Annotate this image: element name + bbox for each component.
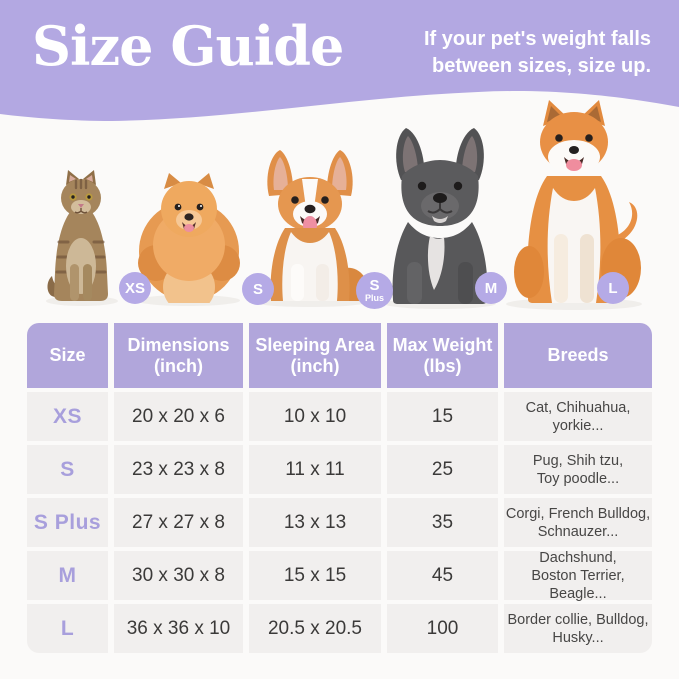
- table-row-s-plus-dimensions: 27 x 27 x 8: [114, 498, 243, 547]
- table-row-s-max-weight: 25: [387, 445, 498, 494]
- badge-s-label: S: [252, 280, 263, 298]
- table-row-xs-breeds: Cat, Chihuahua, yorkie...: [504, 392, 652, 441]
- table-row-l-size: L: [27, 604, 108, 653]
- table-row-s-dimensions: 23 x 23 x 8: [114, 445, 243, 494]
- table-row-xs-max-weight: 15: [387, 392, 498, 441]
- table-row-m-dimensions: 30 x 30 x 8: [114, 551, 243, 600]
- table-row-s-breeds: Pug, Shih tzu, Toy poodle...: [504, 445, 652, 494]
- badge-l-label: L: [608, 279, 618, 297]
- table-row-xs-dimensions: 20 x 20 x 6: [114, 392, 243, 441]
- cat-image: [47, 170, 108, 301]
- french-bulldog-image: [392, 128, 488, 304]
- badge-m: M: [475, 272, 507, 304]
- table-row-s-plus-max-weight: 35: [387, 498, 498, 547]
- table-row-m-sleeping-area: 15 x 15: [249, 551, 381, 600]
- size-table: Size Dimensions (inch) Sleeping Area (in…: [27, 323, 652, 653]
- corgi-shadow: [250, 296, 370, 307]
- table-row-s-size: S: [27, 445, 108, 494]
- badge-s-plus-sublabel: Plus: [364, 293, 384, 303]
- sizing-note-line1: If your pet's weight falls: [423, 28, 651, 50]
- badge-s-plus-label: S: [369, 277, 380, 294]
- badge-xs: XS: [119, 272, 151, 304]
- sizing-note: If your pet's weight falls between sizes…: [424, 26, 651, 80]
- badge-s-plus: S Plus: [356, 272, 393, 309]
- column-header-size: Size: [27, 323, 108, 388]
- column-header-sleeping-area: Sleeping Area (inch): [249, 323, 381, 388]
- table-row-m-size: M: [27, 551, 108, 600]
- column-header-breeds: Breeds: [504, 323, 652, 388]
- corgi-image: [267, 150, 369, 301]
- table-row-xs-size: XS: [27, 392, 108, 441]
- table-row-s-plus-breeds: Corgi, French Bulldog, Schnauzer...: [504, 498, 652, 547]
- column-header-dimensions: Dimensions (inch): [114, 323, 243, 388]
- table-row-l-breeds: Border collie, Bulldog, Husky...: [504, 604, 652, 653]
- table-row-m-max-weight: 45: [387, 551, 498, 600]
- badge-xs-label: XS: [124, 279, 145, 297]
- table-row-xs-sleeping-area: 10 x 10: [249, 392, 381, 441]
- page-title: Size Guide: [32, 14, 344, 78]
- table-row-s-plus-sleeping-area: 13 x 13: [249, 498, 381, 547]
- table-row-s-plus-size: S Plus: [27, 498, 108, 547]
- badge-m-label: M: [484, 279, 498, 297]
- header-wave-background: [0, 0, 679, 121]
- shiba-inu-image: [514, 100, 641, 303]
- table-row-l-dimensions: 36 x 36 x 10: [114, 604, 243, 653]
- table-row-s-sleeping-area: 11 x 11: [249, 445, 381, 494]
- table-row-l-max-weight: 100: [387, 604, 498, 653]
- badge-s: S: [242, 273, 274, 305]
- table-row-m-breeds: Dachshund, Boston Terrier, Beagle...: [504, 550, 652, 602]
- pomeranian-image: [138, 173, 240, 303]
- column-header-max-weight: Max Weight (lbs): [387, 323, 498, 388]
- sizing-note-line2: between sizes, size up.: [432, 55, 651, 77]
- table-row-l-sleeping-area: 20.5 x 20.5: [249, 604, 381, 653]
- badge-l: L: [597, 272, 629, 304]
